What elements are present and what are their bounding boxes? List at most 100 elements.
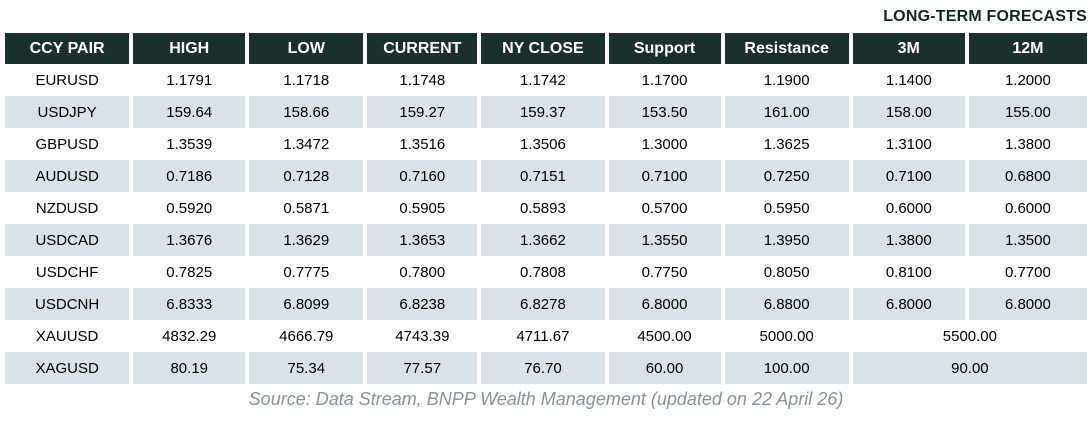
table-row: AUDUSD 0.7186 0.7128 0.7160 0.7151 0.7100 0.72…	[5, 160, 1087, 192]
table-row: EURUSD 1.1791 1.1718 1.1748 1.1742 1.1700 1.19…	[5, 64, 1087, 96]
value-cell: 1.3676	[133, 224, 246, 256]
source-row: Source: Data Stream, BNPP Wealth Managem…	[1, 389, 1091, 410]
col-header-low: LOW	[249, 33, 364, 64]
value-cell: 0.8050	[724, 256, 849, 288]
value-cell: 161.00	[724, 96, 849, 128]
value-cell: 1.3500	[968, 224, 1087, 256]
col-header-current: CURRENT	[367, 33, 478, 64]
value-cell: 0.7151	[481, 160, 605, 192]
value-cell: 1.3100	[852, 128, 965, 160]
value-cell: 159.64	[133, 96, 246, 128]
table-row: USDCHF 0.7825 0.7775 0.7800 0.7808 0.7750 0.80…	[5, 256, 1087, 288]
value-cell: 1.3625	[724, 128, 849, 160]
value-cell: 0.7250	[724, 160, 849, 192]
value-cell: 0.7750	[608, 256, 721, 288]
value-cell: 0.7800	[367, 256, 478, 288]
value-cell: 1.3950	[724, 224, 849, 256]
value-cell: 153.50	[608, 96, 721, 128]
ccy-pair-cell: GBPUSD	[5, 128, 130, 160]
value-cell: 0.7160	[367, 160, 478, 192]
value-cell: 0.7186	[133, 160, 246, 192]
value-cell: 75.34	[249, 352, 364, 384]
value-cell: 0.5700	[608, 192, 721, 224]
value-cell: 1.1700	[608, 64, 721, 96]
value-cell: 1.1900	[724, 64, 849, 96]
value-cell: 6.8000	[608, 288, 721, 320]
value-cell: 0.5950	[724, 192, 849, 224]
value-cell: 77.57	[367, 352, 478, 384]
table-row: USDJPY 159.64 158.66 159.27 159.37 153.50 161.…	[5, 96, 1087, 128]
value-cell: 1.1400	[852, 64, 965, 96]
value-cell: 1.1718	[249, 64, 364, 96]
value-cell: 158.66	[249, 96, 364, 128]
table-row: NZDUSD 0.5920 0.5871 0.5905 0.5893 0.5700 0.59…	[5, 192, 1087, 224]
value-cell: 1.3662	[481, 224, 605, 256]
value-cell: 1.3629	[249, 224, 364, 256]
value-cell: 6.8278	[481, 288, 605, 320]
value-cell: 5000.00	[724, 320, 849, 352]
header-row: CCY PAIR HIGH LOW CURRENT NY CLOSE Suppo…	[5, 33, 1087, 64]
table-row: GBPUSD 1.3539 1.3472 1.3516 1.3506 1.3000 1.36…	[5, 128, 1087, 160]
value-cell: 0.6000	[968, 192, 1087, 224]
value-cell: 0.5893	[481, 192, 605, 224]
value-cell: 0.5905	[367, 192, 478, 224]
col-header-12m: 12M	[968, 33, 1087, 64]
ccy-pair-cell: XAGUSD	[5, 352, 130, 384]
value-cell: 6.8800	[724, 288, 849, 320]
value-cell: 80.19	[133, 352, 246, 384]
ccy-pair-cell: USDCNH	[5, 288, 130, 320]
ccy-pair-cell: USDCHF	[5, 256, 130, 288]
value-cell: 1.3472	[249, 128, 364, 160]
value-cell: 6.8238	[367, 288, 478, 320]
value-cell: 0.5920	[133, 192, 246, 224]
value-cell: 159.27	[367, 96, 478, 128]
value-cell: 1.3516	[367, 128, 478, 160]
value-cell: 1.3000	[608, 128, 721, 160]
value-cell: 100.00	[724, 352, 849, 384]
ccy-pair-cell: XAUUSD	[5, 320, 130, 352]
value-cell: 4743.39	[367, 320, 478, 352]
value-cell: 1.1748	[367, 64, 478, 96]
table-row: USDCAD 1.3676 1.3629 1.3653 1.3662 1.3550 1.39…	[5, 224, 1087, 256]
col-header-support: Support	[608, 33, 721, 64]
table-row: USDCNH 6.8333 6.8099 6.8238 6.8278 6.8000 6.88…	[5, 288, 1087, 320]
value-cell: 159.37	[481, 96, 605, 128]
value-cell: 6.8000	[852, 288, 965, 320]
title-row: LONG-TERM FORECASTS	[1, 0, 1091, 33]
value-cell: 155.00	[968, 96, 1087, 128]
col-header-3m: 3M	[852, 33, 965, 64]
table-row: XAUUSD 4832.29 4666.79 4743.39 4711.67 4500.0…	[5, 320, 1087, 352]
merged-forecast-cell: 5500.00	[852, 320, 1087, 352]
value-cell: 1.3800	[852, 224, 965, 256]
col-header-ny-close: NY CLOSE	[481, 33, 605, 64]
value-cell: 0.7700	[968, 256, 1087, 288]
value-cell: 0.5871	[249, 192, 364, 224]
value-cell: 1.3653	[367, 224, 478, 256]
value-cell: 0.7128	[249, 160, 364, 192]
value-cell: 1.3506	[481, 128, 605, 160]
source-note: Source: Data Stream, BNPP Wealth Managem…	[248, 389, 844, 409]
value-cell: 60.00	[608, 352, 721, 384]
value-cell: 1.1742	[481, 64, 605, 96]
value-cell: 1.3800	[968, 128, 1087, 160]
ccy-pair-cell: EURUSD	[5, 64, 130, 96]
value-cell: 76.70	[481, 352, 605, 384]
table-row: XAGUSD 80.19 75.34 77.57 76.70 60.00 100.00 90.…	[5, 352, 1087, 384]
value-cell: 6.8333	[133, 288, 246, 320]
value-cell: 6.8099	[249, 288, 364, 320]
value-cell: 0.6800	[968, 160, 1087, 192]
value-cell: 1.2000	[968, 64, 1087, 96]
value-cell: 4500.00	[608, 320, 721, 352]
col-header-high: HIGH	[133, 33, 246, 64]
value-cell: 6.8000	[968, 288, 1087, 320]
value-cell: 0.7808	[481, 256, 605, 288]
value-cell: 4832.29	[133, 320, 246, 352]
value-cell: 1.3550	[608, 224, 721, 256]
value-cell: 0.7775	[249, 256, 364, 288]
ccy-pair-cell: NZDUSD	[5, 192, 130, 224]
col-header-ccy-pair: CCY PAIR	[5, 33, 130, 64]
ccy-pair-cell: USDJPY	[5, 96, 130, 128]
value-cell: 4666.79	[249, 320, 364, 352]
value-cell: 1.3539	[133, 128, 246, 160]
